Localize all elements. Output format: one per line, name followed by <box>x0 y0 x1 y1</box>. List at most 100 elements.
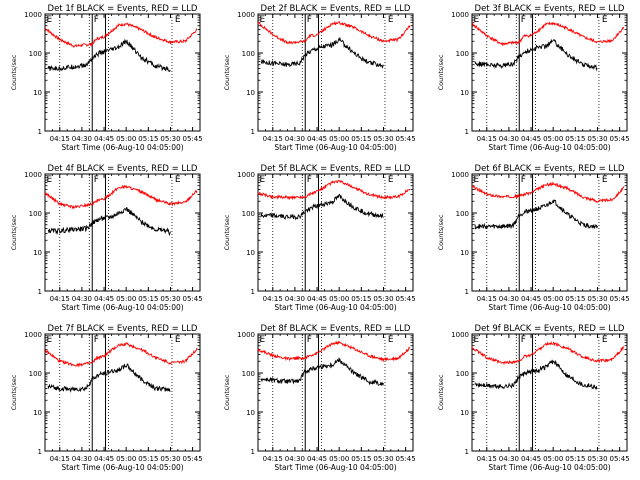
y-tick-label: 1000 <box>24 331 42 339</box>
plot-panel: Det 8f BLACK = Events, RED = LLD Counts/s… <box>223 324 416 472</box>
region-marker-label: F <box>307 15 312 25</box>
x-tick-label: 05:30 <box>373 455 393 463</box>
region-marker-label: E <box>473 15 479 25</box>
y-tick-label: 100 <box>29 370 42 378</box>
x-axis-label: Start Time (06-Aug-10 04:05:00) <box>274 143 396 152</box>
plot-title: Det 5f BLACK = Events, RED = LLD <box>261 164 411 174</box>
x-tick-label: 04:15 <box>50 135 70 143</box>
region-marker-label: E <box>175 15 181 25</box>
region-marker-label: F <box>94 175 99 185</box>
x-tick-label: 04:30 <box>72 295 92 303</box>
y-tick-label: 10 <box>33 89 42 97</box>
x-axis-label: Start Time (06-Aug-10 04:05:00) <box>274 463 396 472</box>
x-tick-label: 05:00 <box>543 135 563 143</box>
y-tick-label: 10 <box>33 249 42 257</box>
events-series-line <box>474 359 598 390</box>
y-tick-label: 1 <box>465 288 469 296</box>
y-tick-label: 10 <box>246 89 255 97</box>
x-tick-label: 05:15 <box>138 295 158 303</box>
x-tick-label: 04:45 <box>94 295 114 303</box>
x-tick-label: 04:15 <box>263 295 283 303</box>
plot-title: Det 1f BLACK = Events, RED = LLD <box>48 4 198 14</box>
y-tick-label: 1 <box>251 448 255 456</box>
y-tick-label: 100 <box>456 370 469 378</box>
y-axis-label: Counts/sec <box>437 54 445 90</box>
y-tick-label: 1 <box>38 288 42 296</box>
plot-title: Det 6f BLACK = Events, RED = LLD <box>475 164 625 174</box>
x-tick-label: 04:45 <box>307 135 327 143</box>
x-tick-label: 04:45 <box>307 295 327 303</box>
x-tick-label: 05:15 <box>351 295 371 303</box>
y-tick-label: 100 <box>29 50 42 58</box>
region-marker-label: F <box>521 175 526 185</box>
x-tick-label: 05:45 <box>610 295 630 303</box>
plot-panel: Det 7f BLACK = Events, RED = LLD Counts/s… <box>10 324 203 472</box>
x-tick-label: 05:00 <box>116 295 136 303</box>
x-tick-label: 04:30 <box>285 295 305 303</box>
x-tick-label: 04:15 <box>477 455 497 463</box>
y-tick-label: 1 <box>251 288 255 296</box>
plot-frame <box>257 333 414 452</box>
plot-title: Det 2f BLACK = Events, RED = LLD <box>261 4 411 14</box>
x-tick-label: 05:00 <box>116 455 136 463</box>
y-tick-label: 1000 <box>237 11 255 19</box>
y-axis-label: Counts/sec <box>10 54 18 90</box>
x-tick-label: 05:45 <box>610 135 630 143</box>
x-tick-label: 04:45 <box>521 295 541 303</box>
plot-frame <box>471 173 628 292</box>
lld-series-line <box>44 22 197 48</box>
y-tick-label: 1000 <box>237 331 255 339</box>
x-tick-label: 05:00 <box>116 135 136 143</box>
x-tick-label: 05:15 <box>565 295 585 303</box>
x-tick-label: 05:45 <box>396 295 416 303</box>
x-tick-label: 04:45 <box>307 455 327 463</box>
y-tick-label: 100 <box>242 210 255 218</box>
x-tick-label: 04:15 <box>477 135 497 143</box>
region-marker-label: E <box>473 175 479 185</box>
x-tick-label: 05:00 <box>543 455 563 463</box>
lld-series-line <box>44 342 198 368</box>
region-marker-label: E <box>388 15 394 25</box>
x-tick-label: 04:45 <box>94 135 114 143</box>
x-tick-label: 05:30 <box>587 455 607 463</box>
plot-panel: Det 5f BLACK = Events, RED = LLD Counts/s… <box>223 164 416 312</box>
lld-series-line <box>471 181 625 204</box>
lld-series-line <box>257 340 411 363</box>
region-marker-label: E <box>259 15 265 25</box>
plot-title: Det 4f BLACK = Events, RED = LLD <box>48 164 198 174</box>
region-marker-label: F <box>94 335 99 345</box>
y-tick-label: 1 <box>251 128 255 136</box>
plot-frame <box>471 333 628 452</box>
x-tick-label: 04:30 <box>72 135 92 143</box>
events-series-line <box>261 36 384 69</box>
plot-frame <box>44 173 201 292</box>
region-marker-label: E <box>46 335 52 345</box>
region-marker-label: E <box>175 335 181 345</box>
region-marker-label: E <box>388 335 394 345</box>
x-tick-label: 05:30 <box>587 135 607 143</box>
x-tick-label: 04:30 <box>285 135 305 143</box>
x-axis-label: Start Time (06-Aug-10 04:05:00) <box>488 143 610 152</box>
plot-frame <box>257 13 414 132</box>
y-axis-label: Counts/sec <box>10 214 18 250</box>
x-tick-label: 05:30 <box>160 295 180 303</box>
plot-panel: Det 9f BLACK = Events, RED = LLD Counts/s… <box>437 324 630 472</box>
region-marker-label: E <box>602 175 608 185</box>
x-tick-label: 05:00 <box>329 455 349 463</box>
x-tick-label: 04:45 <box>94 455 114 463</box>
y-tick-label: 10 <box>33 409 42 417</box>
region-marker-label: E <box>259 335 265 345</box>
x-tick-label: 05:45 <box>396 135 416 143</box>
plot-frame <box>257 173 414 292</box>
y-tick-label: 1 <box>465 448 469 456</box>
y-axis-label: Counts/sec <box>10 374 18 410</box>
x-tick-label: 04:15 <box>477 295 497 303</box>
region-marker-label: E <box>388 175 394 185</box>
y-tick-label: 1000 <box>24 171 42 179</box>
events-series-line <box>260 193 384 221</box>
x-tick-label: 05:45 <box>183 455 203 463</box>
region-marker-label: F <box>521 335 526 345</box>
x-tick-label: 05:30 <box>587 295 607 303</box>
y-axis-label: Counts/sec <box>223 214 231 250</box>
